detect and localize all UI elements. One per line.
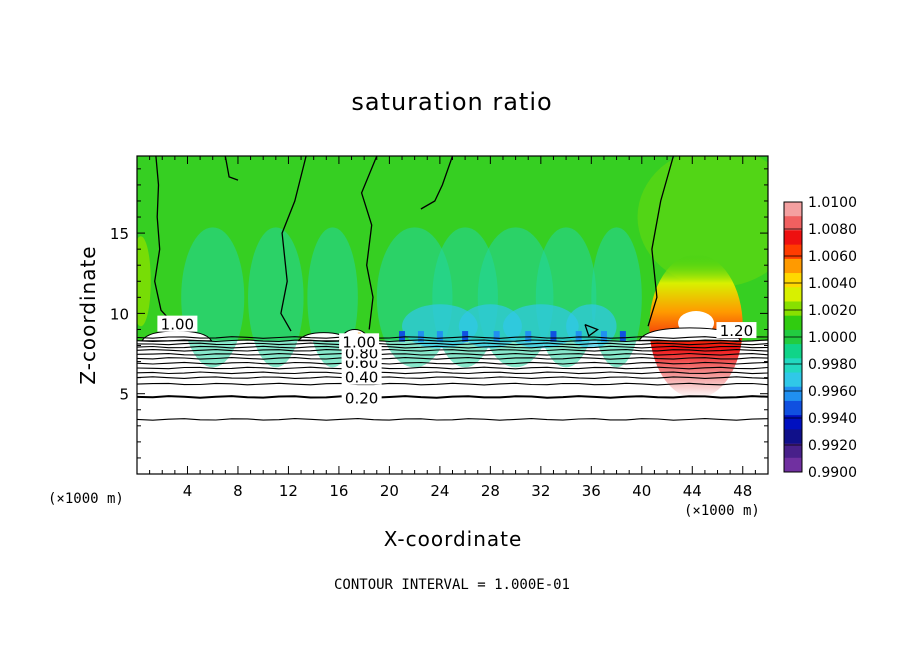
field-plume-low-3 (566, 304, 617, 349)
colorbar-swatch-6 (784, 287, 802, 302)
x-axis-label: X-coordinate (383, 527, 523, 551)
contour-label-0: 0.20 (345, 390, 378, 408)
field-layer: 0.200.400.600.801.001.201.00 (137, 156, 768, 474)
colorbar-swatch-1 (784, 216, 802, 231)
contour-line-5 (137, 366, 768, 370)
x-tick-label-11: 48 (733, 482, 752, 500)
x-tick-label-0: 4 (183, 482, 193, 500)
colorbar-label-6: 0.9980 (808, 357, 857, 373)
colorbar-label-5: 1.0000 (808, 330, 857, 346)
field-blue-streak-8 (600, 331, 607, 342)
contour-label-bg-6 (157, 315, 198, 332)
colorbar-label-1: 1.0080 (808, 222, 857, 238)
contour-label-bg-5 (716, 322, 757, 339)
field-blue-streak-0 (399, 331, 406, 342)
contour-label-6: 1.00 (161, 316, 194, 334)
field-blue-streak-1 (417, 331, 424, 342)
x-tick-label-9: 40 (632, 482, 651, 500)
colorbar-swatch-17 (784, 443, 802, 459)
contour-line-1 (137, 395, 768, 399)
x-tick-label-6: 28 (481, 482, 500, 500)
colorbar-label-0: 1.0100 (808, 195, 857, 211)
contour-label-bg-1 (341, 368, 382, 385)
x-tick-label-2: 12 (279, 482, 298, 500)
colorbar-label-2: 1.0060 (808, 249, 857, 265)
colorbar-swatch-7 (784, 301, 802, 317)
x-axis: 4 8 12 16 20 24 28 32 36 40 44 48 (149, 156, 756, 500)
contour-label-bg-0 (341, 389, 382, 406)
colorbar-swatch-11 (784, 358, 802, 374)
x-tick-label-5: 24 (430, 482, 449, 500)
contour-line-10 (137, 345, 768, 349)
contour-line-upper-1 (224, 156, 239, 181)
x-unit-label-left: (×1000 m) (48, 491, 124, 507)
contour-line-12 (137, 339, 768, 343)
contour-line-11 (137, 342, 768, 346)
chart-title: saturation ratio (351, 88, 553, 116)
colorbar-swatch-13 (784, 386, 802, 402)
contour-line-2 (137, 382, 768, 386)
colorbar-swatch-14 (784, 400, 802, 416)
colorbar-swatch-10 (784, 344, 802, 359)
colorbar-swatch-4 (784, 258, 802, 274)
colorbar: 1.0100 1.0080 1.0060 1.0040 1.0020 1.0000 0.99… (783, 195, 857, 481)
x-tick-label-7: 32 (531, 482, 550, 500)
plot-area: 0.200.400.600.801.001.201.00 (136, 155, 769, 475)
x-unit-label-right: (×1000 m) (684, 503, 760, 519)
contour-line-8 (137, 352, 768, 356)
contour-line-upper-0 (154, 156, 171, 321)
x-tick-label-8: 36 (582, 482, 601, 500)
contour-line-upper-3 (360, 156, 378, 330)
x-tick-label-1: 8 (233, 482, 243, 500)
contour-line-7 (137, 357, 768, 360)
colorbar-swatch-5 (784, 273, 802, 288)
y-tick-label-1: 10 (110, 305, 129, 323)
colorbar-swatch-2 (784, 230, 802, 246)
contour-line-upper-4 (420, 156, 454, 210)
field-blue-streak-4 (493, 331, 500, 342)
x-tick-label-10: 44 (683, 482, 702, 500)
colorbar-swatch-16 (784, 429, 802, 445)
contour-interval-note: CONTOUR INTERVAL = 1.000E-01 (333, 577, 570, 593)
contour-line-upper-6 (584, 323, 599, 337)
field-warm-topright (637, 156, 768, 288)
colorbar-swatch-8 (784, 315, 802, 331)
colorbar-label-8: 0.9940 (808, 411, 857, 427)
colorbar-swatch-15 (784, 415, 802, 430)
colorbar-label-7: 0.9960 (808, 384, 857, 400)
y-tick-label-0: 5 (119, 386, 129, 404)
contour-line-4 (137, 371, 768, 375)
field-warm-left (137, 236, 151, 327)
y-axis-label: Z-coordinate (76, 245, 100, 385)
contour-label-bg-4 (339, 333, 380, 350)
y-tick-label-2: 15 (110, 225, 129, 243)
x-tick-label-4: 20 (380, 482, 399, 500)
x-tick-label-3: 16 (329, 482, 348, 500)
colorbar-label-10: 0.9900 (808, 465, 857, 481)
contour-line-13 (137, 336, 768, 339)
contour-line-9 (137, 348, 768, 352)
contour-label-5: 1.20 (720, 322, 753, 340)
colorbar-label-9: 0.9920 (808, 438, 857, 454)
contour-line-3 (137, 376, 768, 379)
contour-label-1: 0.40 (345, 369, 378, 387)
colorbar-label-3: 1.0040 (808, 276, 857, 292)
y-axis: 5 10 15 (110, 168, 768, 459)
contour-label-4: 1.00 (342, 333, 375, 351)
colorbar-swatch-12 (784, 372, 802, 388)
field-blue-streak-2 (436, 331, 443, 342)
colorbar-swatch-0 (784, 202, 802, 217)
colorbar-swatch-18 (784, 457, 802, 473)
colorbar-swatch-3 (784, 244, 802, 260)
contour-line-upper-5 (647, 156, 675, 327)
contour-line-6 (137, 361, 768, 365)
field-blue-streak-9 (619, 331, 626, 342)
colorbar-label-4: 1.0020 (808, 303, 857, 319)
contour-line-0 (137, 418, 768, 421)
field-blue-streak-6 (550, 331, 557, 342)
field-plume-1 (248, 227, 304, 368)
contour-line-upper-2 (280, 156, 307, 332)
